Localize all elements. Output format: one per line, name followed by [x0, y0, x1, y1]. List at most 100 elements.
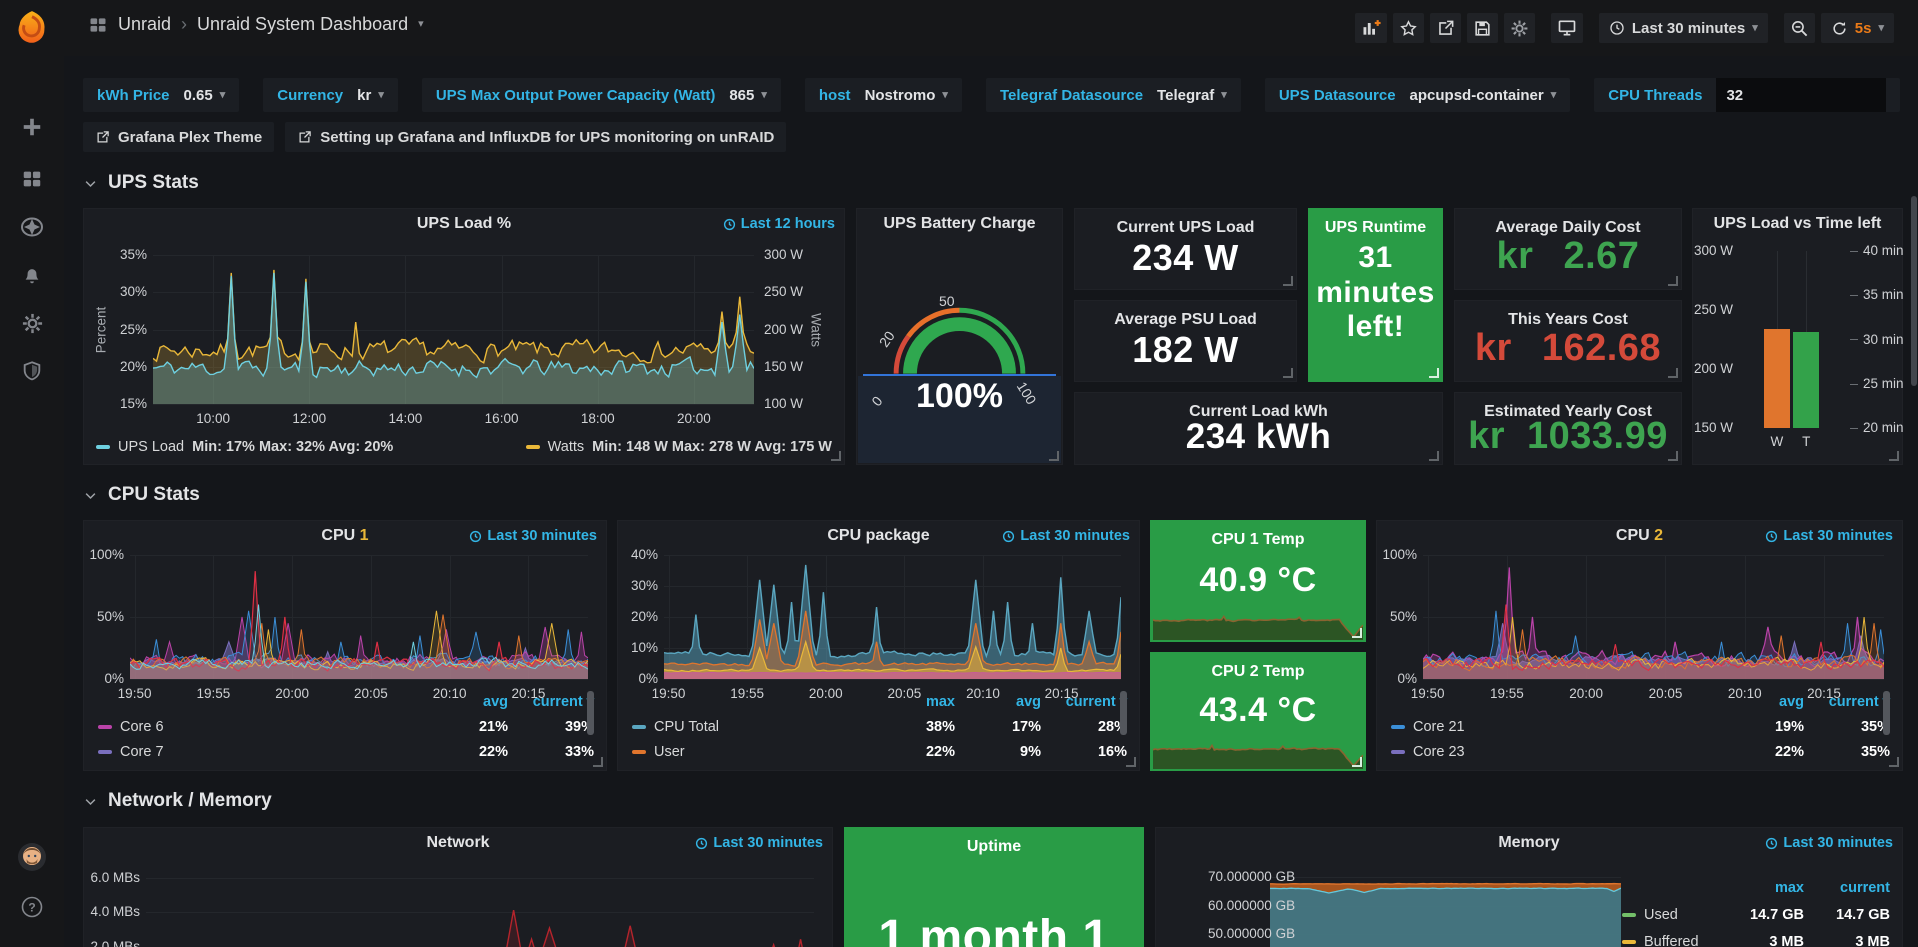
variable-input[interactable] — [1716, 78, 1886, 112]
share-button[interactable] — [1430, 13, 1461, 43]
panel-title[interactable]: Current UPS Load — [1117, 219, 1255, 237]
dashboard-settings-button[interactable] — [1504, 13, 1535, 43]
breadcrumb-folder[interactable]: Unraid — [118, 14, 171, 35]
legend-column-header[interactable]: current ▾ — [1812, 694, 1890, 710]
ups-load-chart[interactable]: 35%30%25%20%15%300 W250 W200 W150 W100 W… — [84, 209, 844, 464]
legend-column-header[interactable]: avg — [1726, 694, 1804, 710]
chart-plot-area[interactable] — [130, 555, 588, 679]
panel-resize-handle[interactable] — [1352, 628, 1362, 638]
legend-series-name[interactable]: Used — [1644, 907, 1678, 923]
dashboard-grid-icon — [88, 15, 108, 35]
cycle-view-mode-button[interactable] — [1551, 13, 1583, 43]
panel-title[interactable]: CPU 1 Temp — [1211, 531, 1304, 549]
sidebar-item-create[interactable] — [0, 112, 64, 142]
panel-resize-handle[interactable] — [1889, 757, 1899, 767]
chevron-down-icon[interactable]: ▾ — [418, 19, 424, 30]
panel-resize-handle[interactable] — [1889, 451, 1899, 461]
legend-column-header[interactable]: current — [1812, 880, 1890, 896]
legend-column-header[interactable]: current ▾ — [516, 694, 594, 710]
panel-title[interactable]: CPU 2 Temp — [1211, 663, 1304, 681]
chart-plot-area[interactable] — [1270, 868, 1621, 947]
external-link-icon — [95, 130, 110, 145]
legend-row: Buffered3 MB3 MB — [1622, 928, 1890, 947]
legend-column-header[interactable]: avg — [963, 694, 1041, 710]
bar-w[interactable] — [1764, 329, 1790, 428]
panel-resize-handle[interactable] — [1049, 451, 1059, 461]
legend-series-name[interactable]: Core 23 — [1413, 744, 1465, 760]
grafana-logo[interactable] — [0, 6, 64, 50]
legend-column-header[interactable]: max — [877, 694, 955, 710]
add-panel-button[interactable] — [1355, 13, 1387, 43]
variable-dropdown[interactable]: 0.65▾ — [184, 87, 226, 104]
save-button[interactable] — [1467, 13, 1498, 43]
variable-dropdown[interactable]: kr▾ — [357, 87, 384, 104]
ups-vs-time-chart[interactable]: 300 W250 W200 W150 W40 min35 min30 min25… — [1693, 209, 1902, 464]
user-avatar[interactable] — [0, 840, 64, 874]
legend-series-name[interactable]: User — [654, 744, 685, 760]
sidebar-item-dashboards[interactable] — [0, 164, 64, 194]
section-network-memory[interactable]: Network / Memory — [83, 790, 272, 812]
panel-resize-handle[interactable] — [1352, 757, 1362, 767]
right-axis-tick: 25 min — [1850, 376, 1904, 391]
stat-value: 31 minutes left! — [1315, 241, 1436, 345]
legend-column-header[interactable]: max — [1726, 880, 1804, 896]
panel-resize-handle[interactable] — [1126, 757, 1136, 767]
legend-series-name[interactable]: Watts — [548, 439, 585, 455]
legend-item[interactable]: WattsMin: 148 W Max: 278 W Avg: 175 W — [526, 437, 832, 457]
section-cpu-stats[interactable]: CPU Stats — [83, 484, 200, 506]
legend-series-name[interactable]: Core 6 — [120, 719, 164, 735]
sidebar-item-alerting[interactable] — [0, 260, 64, 290]
bar-t[interactable] — [1793, 332, 1819, 428]
page-scrollbar[interactable] — [1910, 56, 1918, 947]
stat-value: 40.9 °C — [1151, 561, 1365, 600]
panel-resize-handle[interactable] — [1668, 368, 1678, 378]
sidebar-item-configuration[interactable] — [0, 308, 64, 338]
chart-plot-area[interactable] — [1423, 555, 1884, 679]
legend-scrollbar-thumb[interactable] — [1120, 691, 1127, 735]
chart-plot-area[interactable] — [664, 555, 1121, 679]
time-range-picker[interactable]: Last 30 minutes ▾ — [1599, 13, 1768, 43]
legend-scrollbar-thumb[interactable] — [1883, 691, 1890, 735]
panel-resize-handle[interactable] — [593, 757, 603, 767]
panel-title[interactable]: Uptime — [967, 838, 1021, 856]
variable-dropdown[interactable]: Telegraf▾ — [1157, 87, 1227, 104]
panel-resize-handle[interactable] — [1429, 368, 1439, 378]
grafana-dashboard: ? Unraid › Unraid System Dashboard ▾ — [0, 0, 1918, 947]
dashboard-link[interactable]: Grafana Plex Theme — [83, 122, 274, 152]
variable-dropdown[interactable]: 865▾ — [729, 87, 767, 104]
panel-title[interactable]: UPS Runtime — [1325, 219, 1426, 237]
panel-title[interactable]: Average PSU Load — [1114, 311, 1257, 329]
legend-item[interactable]: UPS LoadMin: 17% Max: 32% Avg: 20% — [96, 437, 393, 457]
legend-series-name[interactable]: Buffered — [1644, 934, 1699, 947]
panel-resize-handle[interactable] — [1283, 276, 1293, 286]
zoom-out-button[interactable] — [1784, 13, 1815, 43]
refresh-picker[interactable]: 5s ▾ — [1821, 13, 1894, 43]
star-button[interactable] — [1393, 13, 1424, 43]
legend-scrollbar-thumb[interactable] — [587, 691, 594, 735]
panel-resize-handle[interactable] — [1429, 451, 1439, 461]
panel-resize-handle[interactable] — [831, 451, 841, 461]
panel-resize-handle[interactable] — [1283, 368, 1293, 378]
legend-series-name[interactable]: CPU Total — [654, 719, 719, 735]
legend-series-name[interactable]: UPS Load — [118, 439, 184, 455]
legend-value: 14.7 GB — [1812, 907, 1890, 923]
legend-series-name[interactable]: Core 21 — [1413, 719, 1465, 735]
sidebar-item-server-admin[interactable] — [0, 356, 64, 386]
variable-dropdown[interactable]: apcupsd-container▾ — [1410, 87, 1557, 104]
panel-resize-handle[interactable] — [1668, 451, 1678, 461]
sidebar-item-help[interactable]: ? — [0, 892, 64, 922]
panel-resize-handle[interactable] — [1668, 276, 1678, 286]
legend-column-header[interactable]: avg — [430, 694, 508, 710]
section-ups-stats[interactable]: UPS Stats — [83, 172, 199, 194]
sidebar-item-explore[interactable] — [0, 212, 64, 242]
chart-plot-area[interactable] — [153, 255, 754, 404]
scrollbar-thumb[interactable] — [1911, 196, 1917, 386]
breadcrumb-dashboard[interactable]: Unraid System Dashboard — [197, 14, 408, 35]
chart-plot-area[interactable] — [146, 872, 814, 947]
variable-dropdown[interactable]: Nostromo▾ — [865, 87, 948, 104]
network-chart[interactable]: 6.0 MBs4.0 MBs2.0 MBs — [84, 828, 832, 947]
battery-gauge[interactable]: 02050100 — [857, 209, 1062, 464]
legend-column-header[interactable]: current ▾ — [1049, 694, 1127, 710]
legend-series-name[interactable]: Core 7 — [120, 744, 164, 760]
dashboard-link[interactable]: Setting up Grafana and InfluxDB for UPS … — [285, 122, 786, 152]
